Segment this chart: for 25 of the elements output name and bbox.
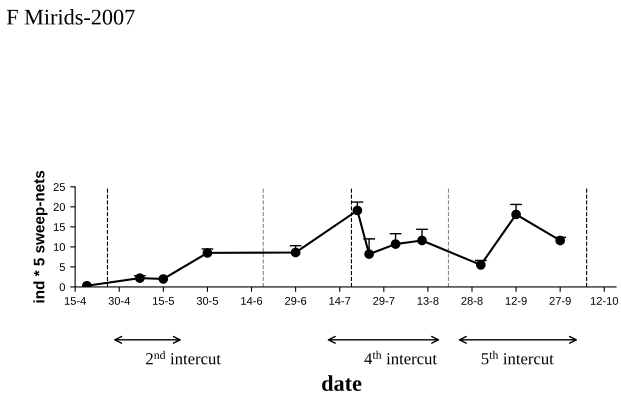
y-tick-label: 10	[54, 243, 65, 252]
y-tick-label: 20	[54, 203, 65, 211]
x-tick-label: 28-8	[461, 296, 483, 305]
x-tick-label: 14-7	[329, 297, 350, 305]
x-tick-label: 15-5	[153, 297, 174, 305]
x-tick-label: 15-4	[64, 297, 86, 305]
x-tick-label: 14-6	[241, 296, 262, 305]
x-tick-label: 29-7	[373, 296, 394, 305]
y-tick-label: 5	[60, 263, 65, 272]
x-axis-title: date	[322, 375, 362, 391]
text: 2$^{nd}$ intercut	[146, 350, 221, 364]
x-tick-label: 27-9	[550, 296, 571, 305]
y-tick-label: 0	[60, 283, 65, 292]
x-tick-label: 29-6	[285, 296, 306, 305]
text: 4$^{th}$ intercut	[364, 350, 437, 364]
x-tick-label: 12-9	[506, 296, 527, 305]
text: 5$^{th}$ intercut	[482, 350, 554, 364]
chart-title: F Mirids-2007	[6, 9, 135, 25]
x-tick-label: 13-8	[418, 296, 439, 305]
y-axis-title: ind * 5 sweep-nets	[33, 170, 48, 302]
y-tick-label: 15	[54, 223, 65, 231]
x-tick-label: 12-10	[590, 296, 618, 305]
x-tick-label: 30-4	[108, 296, 130, 305]
x-tick-label: 30-5	[196, 296, 218, 305]
y-tick-label: 25	[54, 183, 65, 191]
